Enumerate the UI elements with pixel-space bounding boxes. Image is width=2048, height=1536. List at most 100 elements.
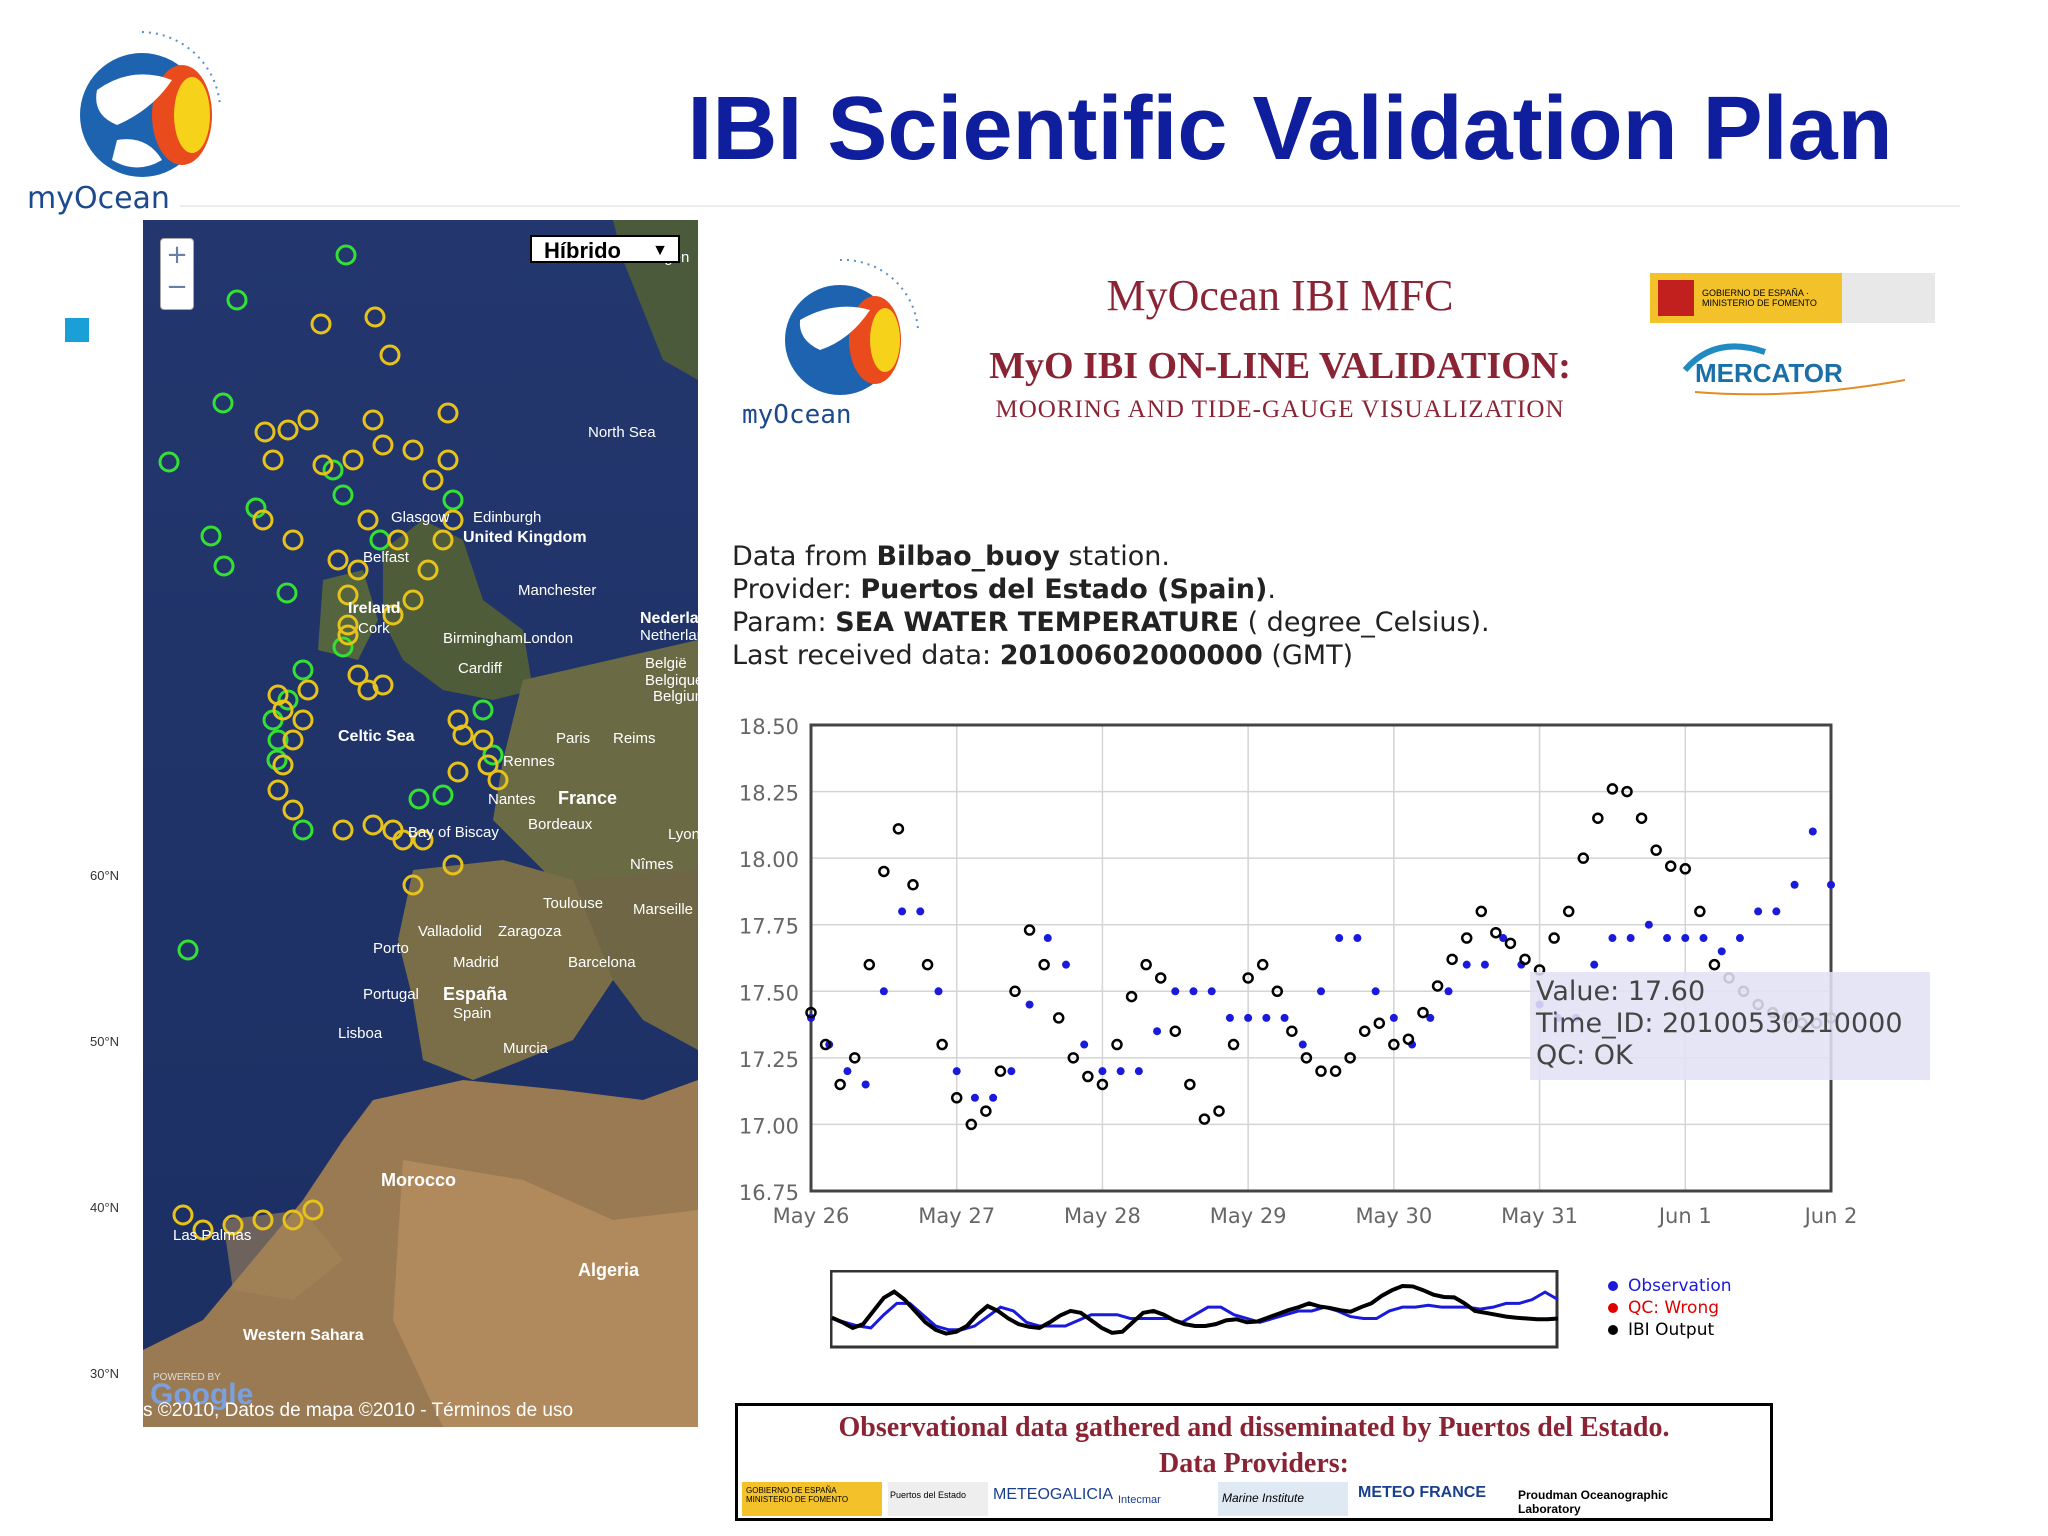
ibi-output-point	[1373, 1017, 1386, 1029]
ibi-output-point	[994, 1065, 1007, 1077]
y-tick-label: 18.25	[739, 782, 799, 806]
svg-text:Zaragoza: Zaragoza	[498, 923, 562, 940]
zoom-in-button[interactable]: +	[166, 240, 188, 270]
ibi-output-point	[1256, 958, 1269, 971]
observation-point	[843, 1067, 852, 1076]
observation-point	[1007, 1067, 1016, 1076]
lat-label: 40°N	[90, 1200, 120, 1215]
x-tick-label: May 30	[1355, 1204, 1432, 1228]
ibi-output-point	[1388, 1038, 1400, 1051]
observation-point	[1043, 934, 1052, 943]
overview-chart[interactable]	[830, 1270, 1560, 1350]
svg-text:Nantes: Nantes	[488, 791, 536, 808]
svg-text:Paris: Paris	[556, 730, 590, 747]
google-logo[interactable]: Google	[150, 1378, 254, 1411]
observation-point	[1808, 827, 1817, 836]
ibi-output-point	[1621, 785, 1633, 798]
ibi-output-point	[1694, 905, 1706, 918]
map-place-labels: Bergen North Sea Glasgow Edinburgh Unite…	[173, 249, 698, 1344]
ibi-output-point	[1140, 958, 1152, 971]
svg-text:Toulouse: Toulouse	[543, 895, 603, 912]
x-tick-label: May 31	[1501, 1204, 1578, 1228]
observation-point	[898, 907, 907, 916]
ibi-output-point	[1460, 932, 1473, 944]
map-zoom-control[interactable]: + −	[160, 238, 194, 310]
observation-point	[1426, 1013, 1435, 1022]
ibi-output-point	[965, 1118, 978, 1131]
observation-point	[1389, 1013, 1398, 1022]
observation-point	[1699, 934, 1708, 943]
panel-subtitle: MyO IBI ON-LINE VALIDATION:	[989, 345, 1571, 387]
ibi-output-point	[819, 1038, 832, 1051]
ibi-output-point	[1446, 953, 1458, 966]
observation-point	[934, 987, 943, 996]
observation-point	[1353, 934, 1362, 943]
map-type-dropdown[interactable]: Híbrido ▼	[530, 235, 680, 263]
ibi-output-point	[1475, 905, 1488, 918]
svg-text:Nîmes: Nîmes	[630, 856, 673, 873]
panel-logo-text: myOcean	[742, 400, 852, 430]
ibi-output-point	[1184, 1078, 1196, 1091]
map-type-label: Híbrido	[544, 238, 621, 263]
title-divider	[180, 205, 1960, 207]
x-tick-label: May 26	[773, 1204, 850, 1228]
lat-label: 60°N	[90, 868, 120, 883]
svg-text:Reims: Reims	[613, 730, 656, 747]
station-markers-green	[158, 244, 504, 961]
y-tick-label: 17.25	[739, 1048, 799, 1072]
ibi-output-point	[1125, 990, 1138, 1003]
ibi-output-point	[1096, 1078, 1109, 1091]
powered-by: POWERED BY	[153, 1372, 221, 1383]
provider-logo: METEO FRANCE	[1358, 1484, 1486, 1501]
ibi-output-point	[1548, 932, 1560, 944]
myocean-logo: myOcean	[22, 10, 232, 220]
observation-point	[970, 1093, 979, 1102]
overview-line	[831, 1284, 1559, 1336]
mercator-logo: MERCATOR	[1675, 340, 1915, 400]
x-tick-label: Jun 1	[1657, 1204, 1712, 1228]
provider-logo: Intecmar	[1118, 1494, 1161, 1506]
ibi-output-point	[1052, 1012, 1065, 1024]
observation-point	[1681, 934, 1690, 943]
observation-point	[1189, 987, 1198, 996]
legend-dot	[1608, 1281, 1618, 1291]
svg-text:Porto: Porto	[373, 940, 409, 957]
svg-text:Morocco: Morocco	[381, 1170, 456, 1190]
observation-point	[1317, 987, 1325, 996]
footer-line-1: Observational data gathered and dissemin…	[838, 1412, 1670, 1443]
svg-text:Glasgow: Glasgow	[391, 509, 450, 526]
satellite-map[interactable]: Bergen North Sea Glasgow Edinburgh Unite…	[143, 220, 698, 1427]
map-copyright[interactable]: s ©2010, Datos de mapa ©2010 - Términos …	[143, 1400, 574, 1421]
ibi-output-point	[1490, 926, 1502, 939]
observation-point	[1262, 1013, 1271, 1022]
svg-text:Spain: Spain	[453, 1005, 491, 1022]
observation-point	[1644, 920, 1653, 929]
svg-text:Edinburgh: Edinburgh	[473, 509, 541, 526]
ibi-output-point	[892, 823, 905, 835]
observation-point	[1025, 1000, 1034, 1009]
ibi-output-point	[1344, 1052, 1356, 1064]
observation-point	[1171, 987, 1180, 996]
observation-point	[1062, 960, 1070, 969]
x-tick-label: Jun 2	[1803, 1204, 1858, 1228]
ibi-output-point	[1315, 1065, 1327, 1077]
svg-text:Lisboa: Lisboa	[338, 1025, 383, 1042]
info-line-last: Last received data: 20100602000000 (GMT)	[732, 640, 1354, 671]
x-tick-label: May 27	[918, 1204, 995, 1228]
observation-point	[1754, 907, 1763, 916]
ibi-output-point	[848, 1052, 861, 1064]
svg-text:France: France	[558, 788, 617, 808]
observation-point	[1207, 987, 1216, 996]
provider-logo: METEOGALICIA	[993, 1486, 1113, 1503]
svg-text:Netherlands: Netherlands	[640, 627, 698, 644]
ibi-output-point	[878, 865, 890, 878]
svg-text:Bordeaux: Bordeaux	[528, 816, 593, 833]
ibi-output-point	[1606, 783, 1619, 795]
zoom-out-button[interactable]: −	[166, 272, 188, 302]
ibi-output-point	[1169, 1025, 1182, 1037]
observation-point	[1772, 907, 1781, 916]
ibi-output-point	[1635, 812, 1648, 824]
ibi-output-point	[921, 958, 934, 971]
observation-point	[1663, 934, 1672, 943]
svg-text:Manchester: Manchester	[518, 582, 596, 599]
